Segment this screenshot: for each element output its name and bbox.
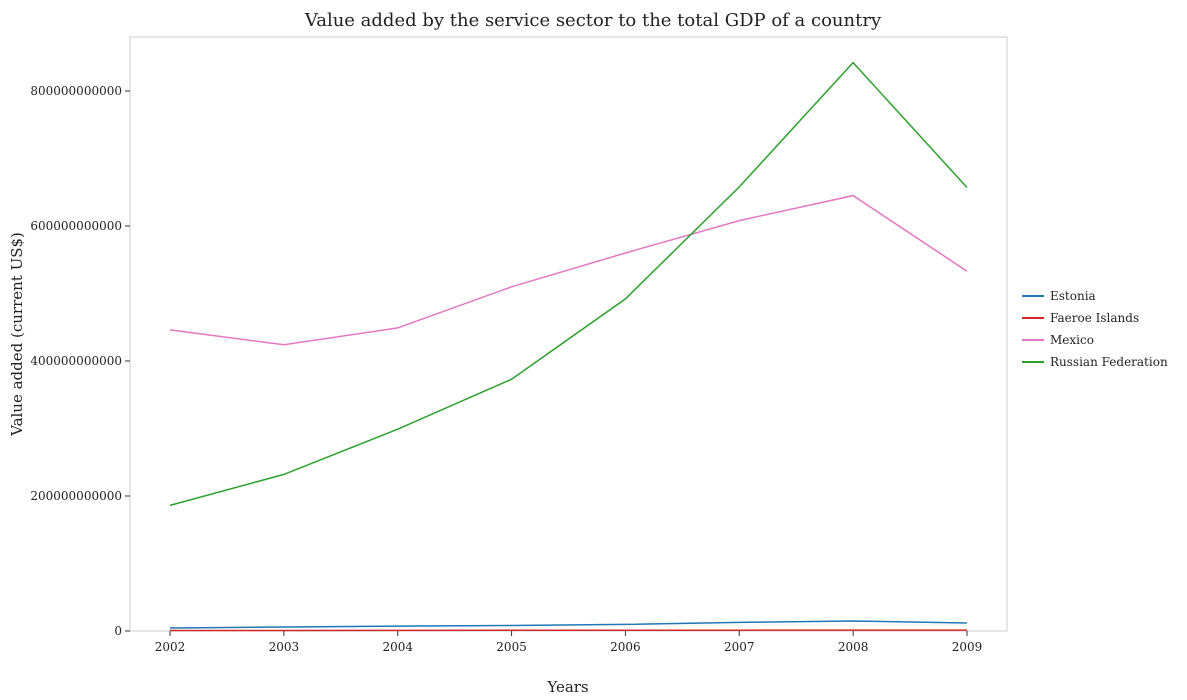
x-tick-label: 2002	[155, 640, 186, 654]
x-tick-label: 2004	[382, 640, 413, 654]
legend-label: Estonia	[1050, 289, 1096, 303]
legend-label: Mexico	[1050, 333, 1094, 347]
chart-title: Value added by the service sector to the…	[304, 10, 882, 31]
series-line	[169, 61, 968, 507]
y-tick-label: 600000000000	[30, 219, 122, 233]
y-axis-label: Value added (current US$)	[8, 232, 26, 437]
x-tick-label: 2007	[724, 640, 755, 654]
plot-area	[129, 36, 1008, 632]
x-tick-label: 2006	[610, 640, 641, 654]
y-tick-label: 200000000000	[30, 489, 122, 503]
x-tick-label: 2003	[269, 640, 300, 654]
x-axis: 2002 2003 2004 2005 2006 2007 2008 2009	[155, 631, 983, 654]
x-tick-label: 2008	[838, 640, 869, 654]
legend-label: Russian Federation	[1050, 355, 1168, 369]
legend: Estonia Faeroe Islands Mexico Russian Feder…	[1022, 289, 1168, 369]
series-line	[169, 194, 968, 346]
legend-label: Faeroe Islands	[1050, 311, 1139, 325]
y-axis: 0 200000000000 400000000000 600000000000 800…	[30, 84, 130, 638]
y-tick-label: 0	[114, 624, 122, 638]
x-tick-label: 2009	[952, 640, 983, 654]
series-line	[169, 620, 968, 629]
y-tick-label: 800000000000	[30, 84, 122, 98]
x-axis-label: Years	[546, 678, 588, 696]
y-tick-label: 400000000000	[30, 354, 122, 368]
series-lines	[169, 61, 968, 632]
x-tick-label: 2005	[496, 640, 527, 654]
